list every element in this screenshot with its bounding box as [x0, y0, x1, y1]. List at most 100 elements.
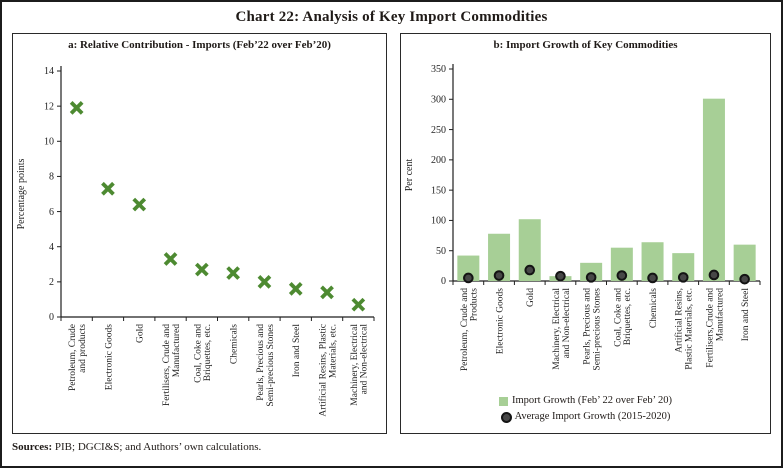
avg-dot [739, 273, 750, 285]
x-tick-label: Iron and Steel [292, 324, 302, 378]
x-tick-label: Coal, Coke and Briquettes, etc. [613, 288, 633, 347]
y-tick-label: 300 [431, 94, 446, 105]
avg-dot [463, 272, 474, 284]
x-tick-label: Electronic Goods [104, 324, 114, 391]
y-tick-label: 200 [431, 155, 446, 166]
svg-text:Machinery, Electrical: Machinery, Electrical [552, 288, 562, 370]
x-marker [257, 275, 272, 289]
x-tick-label: Pearls, Precious and Semi-precious Stones [583, 288, 603, 371]
x-tick-label: Machinery, Electrical and Non-electrical [552, 288, 572, 370]
panel-a: a: Relative Contribution - Imports (Feb’… [12, 33, 387, 434]
legend-dot-label: Average Import Growth (2015-2020) [514, 411, 671, 422]
svg-text:Iron and Steel: Iron and Steel [741, 288, 751, 342]
y-tick-label: 14 [44, 66, 54, 77]
x-marker [132, 197, 147, 212]
svg-text:Manufactured: Manufactured [714, 288, 725, 342]
y-tick-label: 0 [441, 276, 446, 287]
x-tick-label: Iron and Steel [741, 288, 751, 342]
svg-text:Petroleum, Crude: Petroleum, Crude [68, 324, 78, 391]
x-marker [163, 252, 178, 266]
y-tick-label: 12 [44, 101, 54, 112]
x-tick-label: Fertilisers,Crude and Manufactured [705, 288, 725, 368]
x-marker [320, 285, 334, 300]
avg-dot [585, 272, 597, 283]
sources-label: Sources: [12, 441, 53, 453]
y-tick-label: 4 [49, 242, 54, 253]
panel-b-plot: 0 50 100 150 200 250 300 350 Per cent Petroleum, … [404, 64, 761, 371]
svg-text:Iron and Steel: Iron and Steel [292, 324, 302, 378]
bar [610, 247, 633, 281]
legend-item-average-growth: Average Import Growth (2015-2020) [401, 409, 770, 425]
y-tick-label: 0 [49, 312, 54, 323]
y-axis-title: Percentage points [16, 158, 27, 229]
y-tick-label: 50 [436, 246, 446, 257]
y-tick-label: 250 [431, 125, 446, 136]
chart-title: Chart 22: Analysis of Key Import Commodi… [235, 9, 548, 25]
x-tick-label: Artificial Resins, Plastic Materials, etc… [674, 288, 695, 370]
x-marker [69, 101, 84, 115]
panel-a-plot: 0 2 4 6 8 10 12 14 Percentage points Petroleum, C… [16, 66, 375, 417]
panel-b-title: b: Import Growth of Key Commodities [493, 39, 678, 51]
svg-text:Chemicals: Chemicals [649, 288, 659, 328]
x-tick-label: Pearls, Precious and Semi-precious Stones [256, 324, 276, 407]
panel-b: b: Import Growth of Key Commodities 0 50 1… [400, 33, 771, 434]
svg-text:Electronic Goods: Electronic Goods [104, 324, 114, 391]
avg-dot [524, 264, 536, 276]
svg-text:Petroleum, Crude and: Petroleum, Crude and [460, 288, 470, 371]
svg-text:Machinery, Electrical: Machinery, Electrical [350, 324, 360, 406]
x-tick-label: Artificial Resins, Plastic Materials, etc… [317, 324, 338, 417]
legend-item-import-growth: Import Growth (Feb’ 22 over Feb’ 20) [401, 393, 770, 409]
svg-text:and Non-electrical: and Non-electrical [562, 288, 572, 359]
bar [518, 219, 541, 281]
x-marker [288, 282, 303, 296]
svg-text:Pearls, Precious and: Pearls, Precious and [583, 288, 593, 365]
x-marker [101, 181, 115, 196]
x-tick-label: Coal, Coke and Briquettes, etc. [193, 324, 213, 383]
y-tick-label: 350 [431, 64, 446, 75]
x-tick-label: Fertilisers, Crude and Manufactured [162, 324, 182, 406]
svg-text:Materials, etc.: Materials, etc. [328, 324, 338, 378]
svg-text:Pearls, Precious and: Pearls, Precious and [256, 324, 266, 401]
svg-text:Briquettes, etc.: Briquettes, etc. [203, 324, 213, 381]
svg-text:and products: and products [78, 324, 88, 373]
svg-text:Artificial Resins,: Artificial Resins, [674, 288, 685, 353]
svg-text:Products: Products [470, 288, 480, 322]
svg-text:Fertilisers, Crude and: Fertilisers, Crude and [162, 324, 172, 406]
svg-text:Plastic Materials, etc.: Plastic Materials, etc. [685, 288, 695, 370]
y-tick-label: 6 [49, 207, 54, 218]
svg-text:Gold: Gold [136, 324, 146, 343]
avg-dot [647, 272, 658, 284]
y-tick-label: 150 [431, 185, 446, 196]
x-tick-label: Electronic Goods [495, 288, 505, 355]
bar [457, 255, 480, 281]
legend: Import Growth (Feb’ 22 over Feb’ 20) Ave… [401, 393, 770, 425]
x-tick-label: Chemicals [649, 288, 659, 328]
bar [672, 253, 695, 281]
avg-dot [555, 270, 566, 282]
avg-dot [708, 269, 720, 281]
svg-text:Semi-precious Stones: Semi-precious Stones [593, 288, 603, 371]
x-tick-label: Petroleum, Crude and products [68, 324, 88, 391]
svg-text:Artificial Resins, Plastic: Artificial Resins, Plastic [317, 324, 328, 417]
bar [733, 244, 756, 281]
x-tick-label: Petroleum, Crude and Products [460, 288, 480, 371]
svg-text:Semi-precious Stones: Semi-precious Stones [266, 324, 276, 407]
x-tick-label: Gold [526, 288, 536, 307]
x-tick-label: Machinery, Electrical and Non-electrical [350, 324, 370, 406]
x-tick-label: Chemicals [230, 324, 240, 364]
svg-text:Electronic Goods: Electronic Goods [495, 288, 505, 355]
svg-text:Manufactured: Manufactured [171, 324, 182, 378]
avg-dot [677, 272, 689, 283]
panels-row: a: Relative Contribution - Imports (Feb’… [2, 31, 781, 434]
svg-text:and Non-electrical: and Non-electrical [360, 324, 370, 395]
svg-text:Briquettes, etc.: Briquettes, etc. [623, 288, 633, 345]
panel-a-title: a: Relative Contribution - Imports (Feb’… [68, 39, 331, 51]
sources-text: PIB; DGCI&S; and Authors’ own calculatio… [54, 441, 262, 453]
svg-text:Coal, Coke and: Coal, Coke and [193, 324, 203, 383]
y-tick-label: 10 [44, 136, 54, 147]
y-tick-label: 2 [49, 277, 54, 288]
avg-dot [493, 270, 505, 281]
bar [641, 242, 664, 281]
bar [580, 262, 603, 281]
